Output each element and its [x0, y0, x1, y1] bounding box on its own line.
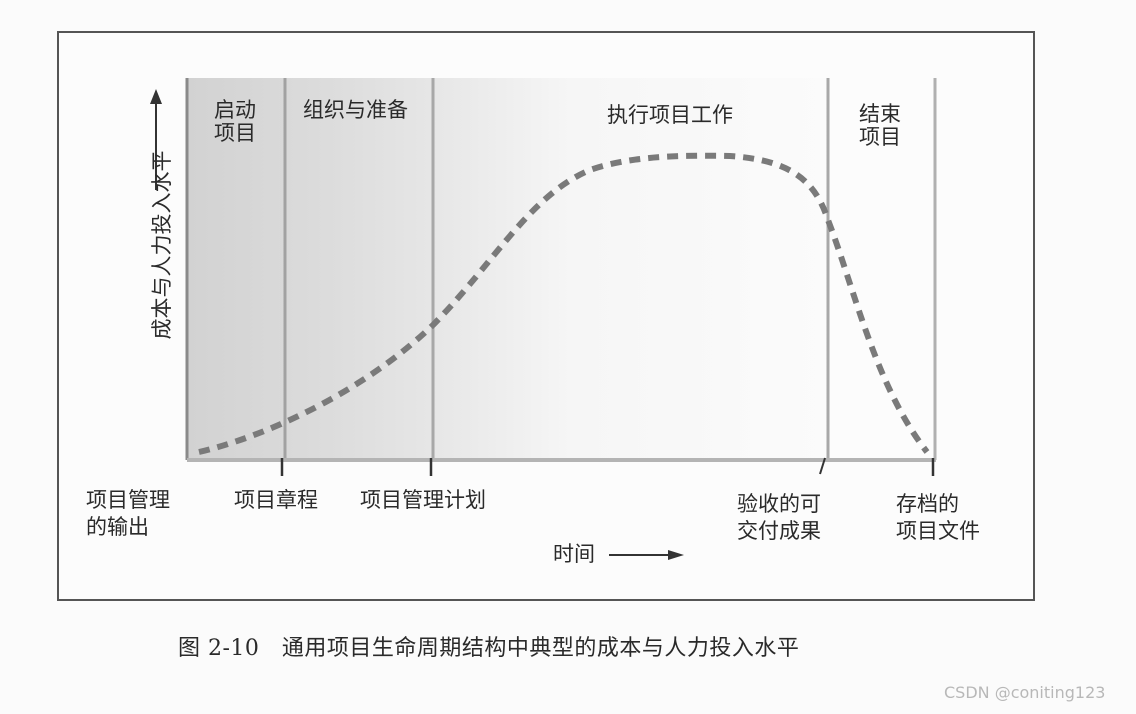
phase-label-close-line1: 结束: [859, 102, 901, 126]
milestone-label-archive: 存档的 项目文件: [896, 491, 980, 545]
milestone-label-archive-line1: 存档的: [896, 492, 959, 516]
cost-staffing-curve: [198, 152, 930, 455]
phase-area-shaded: [187, 78, 828, 460]
milestone-label-outputs-line2: 的输出: [86, 515, 149, 539]
phase-label-organize: 组织与准备: [303, 98, 408, 122]
phase-label-initiate-line1: 启动: [214, 98, 256, 122]
milestone-label-archive-line2: 项目文件: [896, 519, 980, 543]
milestone-label-charter: 项目章程: [234, 487, 318, 514]
figure-caption: 图 2-10 通用项目生命周期结构中典型的成本与人力投入水平: [178, 636, 800, 661]
milestone-label-deliverables: 验收的可 交付成果: [737, 491, 821, 545]
milestone-label-outputs-line1: 项目管理: [86, 488, 170, 512]
watermark-text: CSDN @coniting123: [944, 683, 1106, 702]
milestone-tick-deliverables: [819, 457, 826, 475]
milestone-label-deliverables-line2: 交付成果: [737, 519, 821, 543]
x-axis-arrow-head: [668, 550, 684, 560]
phase-label-initiate: 启动 项目: [214, 99, 256, 145]
milestone-label-deliverables-line1: 验收的可: [737, 492, 821, 516]
phase-label-close: 结束 项目: [859, 103, 901, 149]
phase-label-initiate-line2: 项目: [214, 121, 256, 145]
x-axis-label: 时间: [553, 542, 595, 566]
milestone-label-plan-line1: 项目管理计划: [360, 488, 486, 512]
milestone-label-outputs: 项目管理 的输出: [86, 487, 170, 541]
milestone-label-charter-line1: 项目章程: [234, 488, 318, 512]
y-axis-arrow-head: [150, 89, 162, 104]
phase-label-close-line2: 项目: [859, 125, 901, 149]
phase-area-closing: [828, 78, 935, 460]
y-axis-label: 成本与人力投入水平: [150, 150, 174, 340]
phase-label-execute: 执行项目工作: [607, 103, 733, 127]
milestone-label-plan: 项目管理计划: [360, 487, 486, 514]
